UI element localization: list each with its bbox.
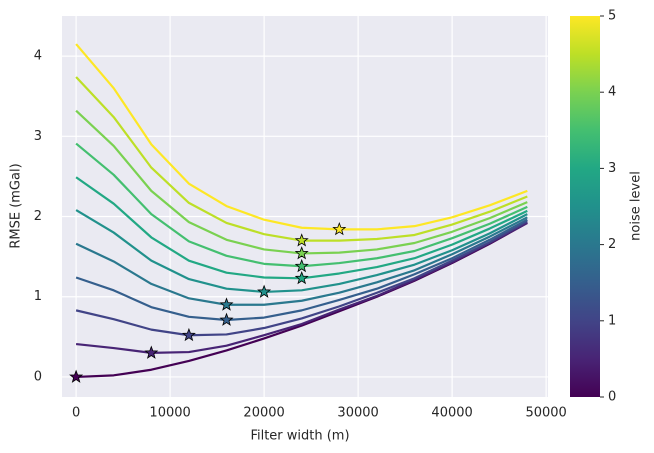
y-tick-label: 0 bbox=[34, 369, 42, 384]
colorbar-label: noise level bbox=[629, 171, 644, 241]
x-tick-label: 40000 bbox=[431, 406, 472, 421]
plot-area bbox=[62, 16, 548, 397]
x-tick-label: 20000 bbox=[243, 406, 284, 421]
minimum-marker bbox=[294, 258, 309, 273]
x-axis-label: Filter width (m) bbox=[250, 429, 349, 444]
series-line bbox=[75, 218, 528, 322]
x-tick-label: 0 bbox=[72, 406, 80, 421]
series-line bbox=[75, 209, 528, 294]
minimum-marker bbox=[294, 246, 309, 260]
minimum-marker bbox=[181, 327, 196, 342]
colorbar-tick-label: 4 bbox=[608, 85, 616, 100]
colorbar-tick-label: 0 bbox=[608, 390, 616, 405]
minimum-marker bbox=[257, 284, 272, 298]
y-tick-label: 1 bbox=[34, 289, 42, 304]
x-tick-label: 30000 bbox=[337, 406, 378, 421]
minimum-marker bbox=[69, 369, 84, 383]
y-axis-label: RMSE (mGal) bbox=[9, 163, 24, 248]
series-line bbox=[75, 216, 528, 306]
x-tick-label: 50000 bbox=[525, 406, 566, 421]
minimum-marker bbox=[294, 270, 309, 285]
colorbar-tick-label: 3 bbox=[608, 161, 616, 176]
minimum-marker bbox=[294, 233, 309, 247]
series-line bbox=[75, 220, 528, 337]
minimum-marker bbox=[332, 222, 347, 236]
y-tick-label: 4 bbox=[34, 49, 42, 64]
x-tick-label: 10000 bbox=[149, 406, 190, 421]
y-tick-label: 3 bbox=[34, 129, 42, 144]
y-tick-label: 2 bbox=[34, 209, 42, 224]
series-line bbox=[75, 43, 528, 231]
colorbar bbox=[570, 16, 600, 397]
colorbar-tick-label: 1 bbox=[608, 313, 616, 328]
colorbar-tick-label: 2 bbox=[608, 237, 616, 252]
minimum-marker bbox=[219, 297, 234, 311]
colorbar-tick-label: 5 bbox=[608, 9, 616, 24]
minimum-marker bbox=[219, 312, 234, 326]
minimum-marker bbox=[144, 345, 159, 359]
